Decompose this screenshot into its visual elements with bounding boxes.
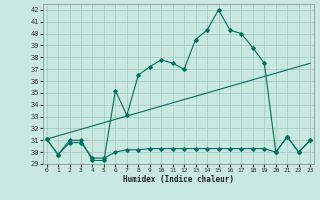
X-axis label: Humidex (Indice chaleur): Humidex (Indice chaleur) — [123, 175, 234, 184]
